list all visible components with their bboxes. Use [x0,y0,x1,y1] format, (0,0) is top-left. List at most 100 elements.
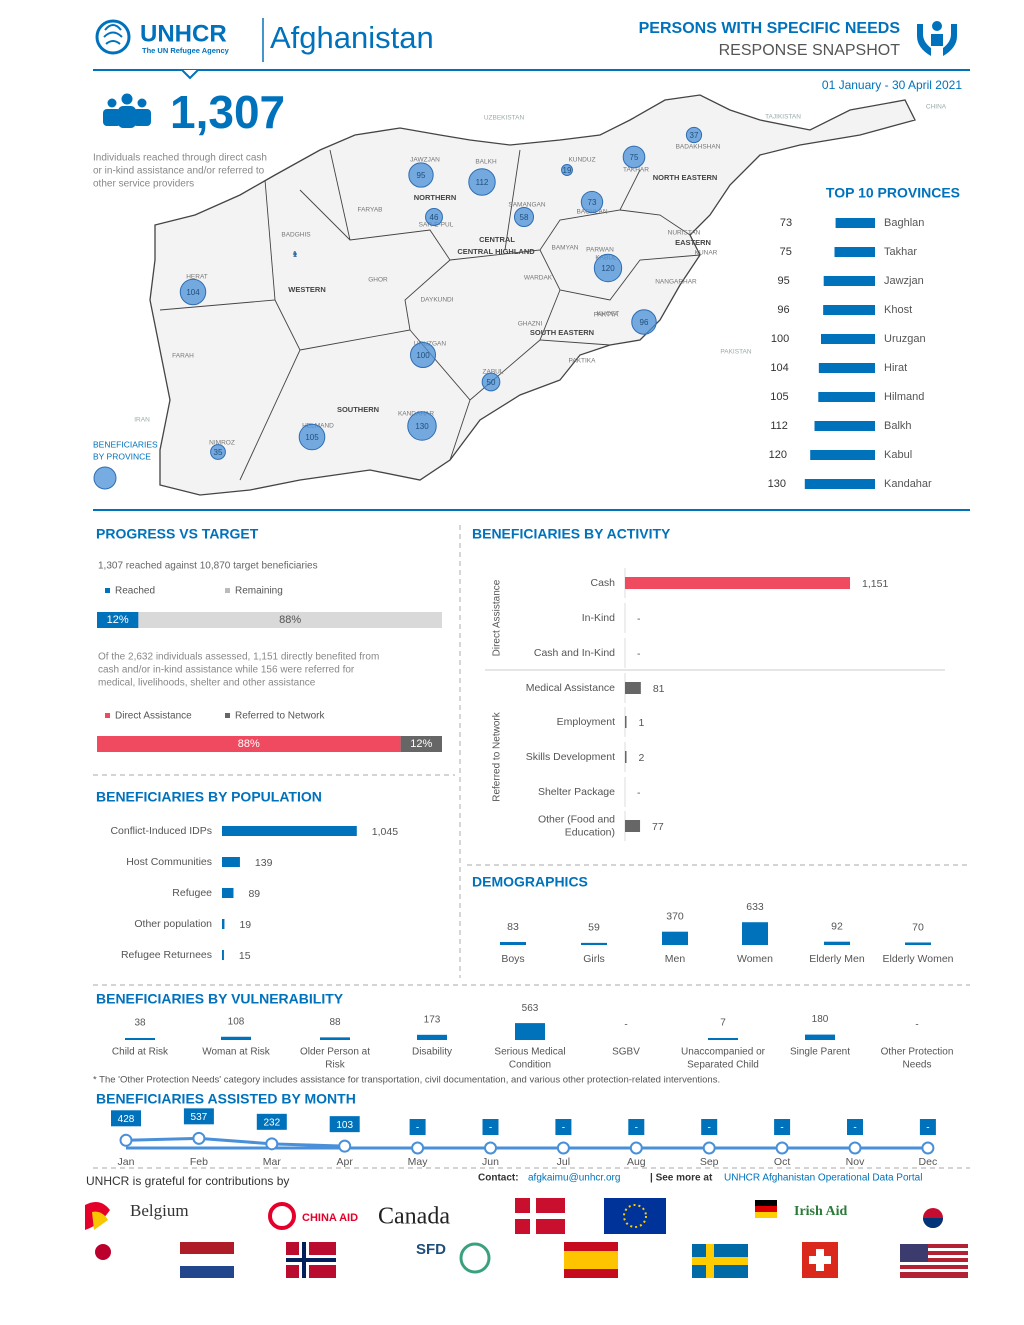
month-label-box [555,1119,572,1135]
vulnerability-label: Woman at Risk [202,1047,271,1058]
activity-value: - [637,787,641,799]
country-label: UZBEKISTAN [484,115,525,122]
top10-label: Baghlan [884,217,924,229]
month-point [775,1141,789,1155]
population-label: Host Communities [126,856,212,868]
activity-value: 77 [652,821,664,833]
activity-value: - [637,648,641,660]
province-value: 50 [487,378,496,387]
vulnerability-title: BENEFICIARIES BY VULNERABILITY [96,991,344,1007]
month-label: Dec [919,1156,938,1168]
population-value: 19 [239,919,251,931]
month-value: 103 [336,1120,353,1131]
month-label-box [111,1110,141,1127]
demographics-value: 92 [831,920,843,932]
population-title: BENEFICIARIES BY POPULATION [96,789,322,805]
legend-swatch [105,713,110,718]
province-label: TAKHAR [623,167,649,174]
donor-flags [85,1198,968,1278]
demographics-label: Men [665,953,686,965]
vulnerability-value: 7 [720,1018,726,1029]
province-label: DAYKUNDI [420,297,453,304]
progress-summary: 1,307 reached against 10,870 target bene… [98,561,318,572]
province-label: NANGARHAR [655,279,697,286]
top10-value: 130 [768,478,786,490]
province-label: PARWAN [586,247,614,254]
province-label: FARAH [172,353,194,360]
region-label: SOUTH EASTERN [530,328,594,337]
province-value: 46 [430,213,439,222]
country-label: PAKISTAN [720,349,751,356]
vulnerability-label: Needs [903,1060,932,1071]
demographics-bar [905,942,931,945]
country: Afghanistan [270,20,434,55]
province-label: BAMYAN [552,245,579,252]
top10-value: 100 [771,333,789,345]
donor-name: Irish Aid [794,1204,848,1219]
activity-label: Cash [590,577,615,589]
activity-bar [625,751,627,763]
top10-value: 112 [770,420,788,432]
donor-name: Canada [378,1204,450,1230]
province-value: 75 [630,153,639,162]
vulnerability-label: Serious Medical [494,1047,565,1058]
portal-link[interactable]: UNHCR Afghanistan Operational Data Porta… [724,1173,922,1184]
activity-label: Other (Food and [538,813,615,825]
demographics-label: Women [737,953,773,965]
province-label: GHOR [368,277,388,284]
province-value: 37 [690,131,699,140]
month-value: - [780,1123,783,1134]
month-label-box [183,1108,214,1125]
more-label: | See more at [650,1173,713,1184]
top10-title: TOP 10 PROVINCES [826,185,960,201]
activity-group: Direct Assistance [492,579,503,656]
pwsn-icon [917,21,957,56]
top10-value: 75 [780,246,792,258]
month-label: May [408,1156,429,1168]
month-label: Jan [118,1156,135,1168]
vulnerability-value: 108 [228,1016,245,1027]
month-label: Jul [557,1156,570,1168]
population-value: 139 [255,857,273,869]
population-bar [222,826,357,836]
activity-label: Cash and In-Kind [534,647,615,659]
donor-name: SFD [416,1241,446,1258]
headline-description: Individuals reached through direct cash [93,153,267,164]
activity-label: Medical Assistance [526,682,615,694]
vulnerability-value: - [624,1020,627,1031]
top10-bar [818,363,875,373]
province-bubble [561,164,573,176]
province-value: 35 [214,448,223,457]
province-value: 95 [417,171,426,180]
vulnerability-bar [417,1034,447,1040]
progress-segment [138,612,442,628]
province-bubble [593,253,623,283]
month-label-box [701,1119,718,1135]
month-value: 537 [191,1112,208,1123]
population-label: Refugee [172,887,212,899]
province-value: 58 [520,213,529,222]
province-value: 104 [186,288,200,297]
province-label: KHOST [597,311,619,318]
month-label-box [409,1119,426,1135]
contact[interactable]: afgkaimu@unhcr.org [528,1173,620,1184]
region-label: WESTERN [288,285,326,294]
vulnerability-bar [515,1023,545,1040]
month-label: Sep [700,1156,719,1168]
vulnerability-label: Other Protection [881,1047,954,1058]
vulnerability-label: Single Parent [790,1047,850,1058]
province-label: ZABUL [483,369,504,376]
month-label-box [774,1119,791,1135]
activity-label: Skills Development [526,751,615,763]
demographics-value: 59 [588,922,600,934]
province-bubble [298,423,326,451]
org: UNHCR [140,20,227,47]
province-label: BADGHIS [281,232,311,239]
province-value: 100 [416,351,430,360]
month-line [125,1136,345,1148]
activity-bar [625,577,851,589]
legend-bubble [93,466,117,490]
vulnerability-value: 180 [812,1014,829,1025]
month-value: 232 [263,1117,280,1128]
